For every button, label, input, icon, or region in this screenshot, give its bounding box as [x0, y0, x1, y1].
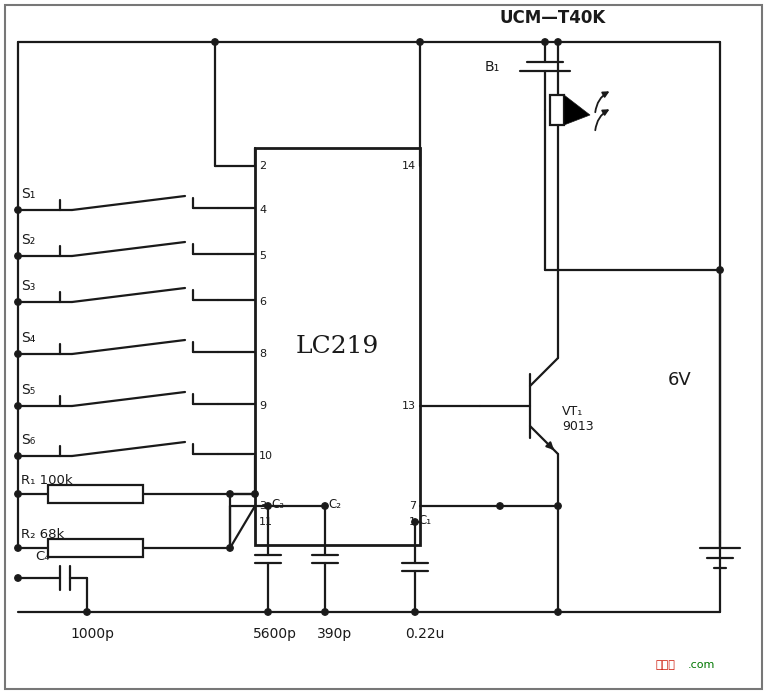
Text: 7: 7 [409, 501, 416, 511]
Text: 3: 3 [259, 501, 266, 511]
Text: 2: 2 [259, 161, 266, 171]
Circle shape [252, 491, 258, 497]
Circle shape [15, 491, 21, 497]
Circle shape [412, 609, 418, 615]
Text: 9: 9 [259, 401, 266, 411]
Text: C₁: C₁ [418, 514, 431, 527]
Text: C₂: C₂ [328, 498, 341, 511]
Text: C₃: C₃ [271, 498, 284, 511]
Circle shape [416, 39, 423, 45]
Text: 0.22u: 0.22u [405, 627, 444, 641]
Text: 6V: 6V [668, 371, 692, 389]
Text: 8: 8 [259, 349, 266, 359]
Circle shape [322, 609, 328, 615]
Text: UCM—T40K: UCM—T40K [500, 9, 606, 27]
Text: .com: .com [688, 660, 716, 670]
Text: 杭州将睬科技有限公司: 杭州将睬科技有限公司 [333, 334, 407, 346]
Circle shape [15, 452, 21, 459]
Text: VT₁: VT₁ [562, 405, 583, 418]
Text: B₁: B₁ [485, 60, 500, 74]
Text: S₂: S₂ [21, 233, 35, 247]
Circle shape [15, 350, 21, 357]
Text: C₄: C₄ [35, 550, 50, 563]
Circle shape [555, 609, 561, 615]
Circle shape [15, 575, 21, 581]
Circle shape [212, 39, 218, 45]
Text: 5600p: 5600p [253, 627, 297, 641]
Polygon shape [564, 95, 590, 125]
Circle shape [15, 207, 21, 213]
Circle shape [412, 519, 418, 525]
Bar [48, 539, 143, 557]
Circle shape [555, 502, 561, 509]
Text: LC219: LC219 [295, 335, 379, 357]
Circle shape [555, 39, 561, 45]
Text: 13: 13 [402, 401, 416, 411]
Text: S₄: S₄ [21, 331, 35, 345]
Circle shape [542, 39, 548, 45]
Bar [48, 485, 143, 503]
Circle shape [15, 545, 21, 551]
Circle shape [227, 545, 233, 551]
Text: R₂ 68k: R₂ 68k [21, 529, 64, 541]
Text: 10: 10 [259, 451, 273, 461]
Bar [255, 148, 420, 545]
Circle shape [717, 266, 723, 273]
Text: 1: 1 [409, 517, 416, 527]
Bar [550, 95, 564, 125]
Circle shape [15, 299, 21, 305]
Circle shape [497, 502, 503, 509]
Text: 6: 6 [259, 297, 266, 307]
Text: S₅: S₅ [21, 383, 35, 397]
Text: 接线图: 接线图 [655, 660, 675, 670]
Text: S₁: S₁ [21, 187, 35, 201]
Text: 390p: 390p [317, 627, 352, 641]
Text: S₃: S₃ [21, 279, 35, 293]
Text: R₁ 100k: R₁ 100k [21, 475, 73, 487]
Circle shape [15, 403, 21, 409]
Circle shape [84, 609, 91, 615]
Text: S₆: S₆ [21, 433, 35, 447]
Text: 5: 5 [259, 251, 266, 261]
Text: 9013: 9013 [562, 419, 594, 432]
Text: 11: 11 [259, 517, 273, 527]
Text: 14: 14 [402, 161, 416, 171]
Circle shape [265, 502, 272, 509]
Text: 1000p: 1000p [70, 627, 114, 641]
Circle shape [15, 253, 21, 259]
Circle shape [265, 609, 272, 615]
Circle shape [322, 502, 328, 509]
Text: 4: 4 [259, 205, 266, 215]
Circle shape [227, 491, 233, 497]
